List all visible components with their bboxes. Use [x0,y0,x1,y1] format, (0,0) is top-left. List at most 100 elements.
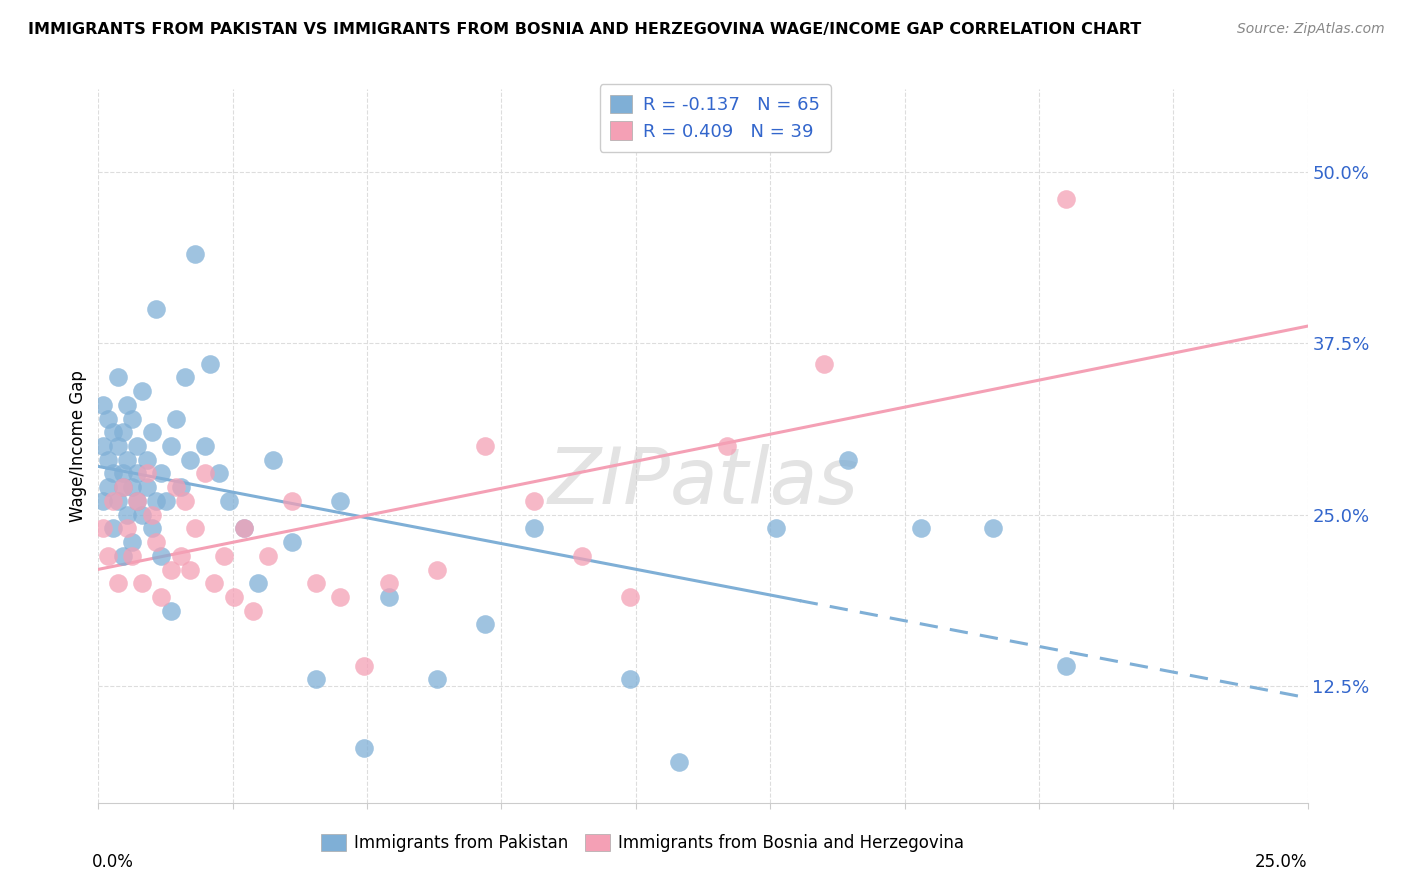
Point [179,452,201,467]
Point [107,439,129,453]
Point [160,562,183,576]
Point [247,576,270,591]
Point [232,521,254,535]
Point [117,521,139,535]
Point [145,535,167,549]
Point [160,604,183,618]
Point [101,521,124,535]
Point [121,549,143,563]
Point [160,439,183,453]
Point [232,521,254,535]
Point [222,590,245,604]
Point [184,521,207,535]
Point [91,398,114,412]
Point [101,425,124,440]
Legend: Immigrants from Pakistan, Immigrants from Bosnia and Herzegovina: Immigrants from Pakistan, Immigrants fro… [314,827,972,859]
Point [523,494,546,508]
Point [377,590,399,604]
Point [131,576,153,591]
Point [121,480,143,494]
Point [305,673,328,687]
Point [111,480,134,494]
Point [765,521,787,535]
Point [426,673,449,687]
Point [910,521,932,535]
Text: IMMIGRANTS FROM PAKISTAN VS IMMIGRANTS FROM BOSNIA AND HERZEGOVINA WAGE/INCOME G: IMMIGRANTS FROM PAKISTAN VS IMMIGRANTS F… [28,22,1142,37]
Text: 25.0%: 25.0% [1256,853,1308,871]
Point [107,370,129,384]
Point [117,452,139,467]
Point [256,549,278,563]
Point [179,562,201,576]
Point [242,604,264,618]
Point [131,384,153,398]
Point [619,590,641,604]
Point [813,357,835,371]
Point [141,425,163,440]
Point [131,508,153,522]
Point [111,467,134,481]
Point [194,439,217,453]
Point [184,247,207,261]
Point [281,535,304,549]
Point [169,480,191,494]
Point [194,467,217,481]
Text: ZIPatlas: ZIPatlas [547,443,859,520]
Point [353,740,375,755]
Point [111,549,134,563]
Point [571,549,593,563]
Point [127,467,149,481]
Point [91,521,114,535]
Point [377,576,399,591]
Point [353,658,375,673]
Point [150,467,173,481]
Point [716,439,738,453]
Point [169,549,191,563]
Point [523,521,546,535]
Point [1054,658,1077,673]
Point [111,480,134,494]
Point [121,535,143,549]
Point [135,467,157,481]
Point [204,576,226,591]
Point [198,357,221,371]
Point [117,508,139,522]
Point [218,494,240,508]
Point [97,452,120,467]
Point [141,508,163,522]
Point [174,494,197,508]
Text: Source: ZipAtlas.com: Source: ZipAtlas.com [1237,22,1385,37]
Point [281,494,304,508]
Text: 0.0%: 0.0% [93,853,134,871]
Point [127,494,149,508]
Point [668,755,690,769]
Point [174,370,197,384]
Point [97,411,120,425]
Point [155,494,177,508]
Point [262,452,284,467]
Point [91,494,114,508]
Point [165,411,187,425]
Point [107,494,129,508]
Point [145,494,167,508]
Point [329,590,352,604]
Point [1054,192,1077,206]
Point [329,494,352,508]
Point [426,562,449,576]
Point [141,521,163,535]
Point [150,590,173,604]
Point [837,452,859,467]
Point [111,425,134,440]
Point [150,549,173,563]
Point [121,411,143,425]
Point [145,301,167,316]
Point [107,576,129,591]
Point [101,467,124,481]
Point [97,480,120,494]
Point [619,673,641,687]
Point [208,467,231,481]
Y-axis label: Wage/Income Gap: Wage/Income Gap [69,370,87,522]
Point [135,452,157,467]
Point [165,480,187,494]
Point [305,576,328,591]
